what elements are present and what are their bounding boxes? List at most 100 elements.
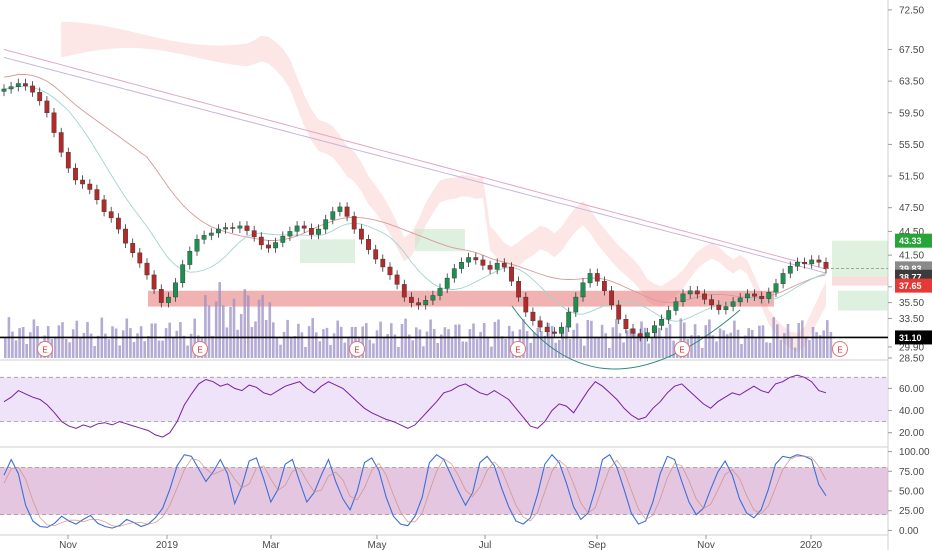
earnings-marker-label: E: [197, 346, 202, 355]
volume-bar: [182, 335, 186, 358]
volume-bar: [529, 342, 532, 358]
candle-body: [151, 274, 157, 290]
candle-body: [816, 259, 822, 263]
volume-bar: [615, 319, 618, 358]
candle-body: [487, 265, 493, 270]
candle-body: [366, 239, 371, 250]
candle-body: [637, 333, 643, 337]
candle-body: [787, 266, 793, 274]
earnings-marker: [674, 341, 690, 357]
candle-body: [37, 91, 43, 102]
candle-body: [165, 296, 171, 303]
candle-body: [344, 206, 350, 217]
price-axis-tick-label: 63.50: [899, 77, 924, 88]
earnings-marker-label: E: [679, 346, 684, 355]
price-axis-tick-label: 51.50: [899, 172, 924, 183]
stoch-k-line: [3, 453, 827, 529]
candle-body: [666, 310, 672, 320]
volume-bar: [725, 334, 729, 358]
volume-bar: [143, 341, 146, 358]
volume-bar: [347, 336, 350, 358]
candle-body: [423, 300, 429, 306]
earnings-marker-label: E: [515, 346, 520, 355]
candle-body: [544, 326, 550, 333]
volume-bar: [711, 335, 715, 358]
price-badge: [895, 233, 932, 248]
volume-bar: [329, 344, 332, 358]
candle-body: [130, 243, 136, 254]
stoch-axis-tick-label: 0.00: [899, 526, 919, 537]
volume-bar: [82, 332, 86, 358]
candle-body: [280, 235, 286, 243]
volume-bar: [482, 323, 486, 358]
stoch-band: [0, 467, 888, 515]
candle-body: [251, 230, 257, 238]
volume-bar: [111, 326, 114, 358]
volume-bar: [232, 298, 236, 358]
volume-bar: [307, 326, 311, 358]
price-axis-tick-label: 29.90: [899, 342, 924, 353]
volume-bar: [211, 335, 214, 358]
volume-bar: [490, 346, 493, 358]
volume-bar: [289, 336, 293, 358]
candle-body: [80, 179, 86, 185]
candle-body: [559, 326, 564, 334]
volume-bar: [693, 324, 697, 358]
cloud-green-patch: [415, 229, 465, 252]
candle-body: [573, 296, 579, 313]
volume-bar: [540, 331, 543, 358]
volume-bar: [579, 338, 582, 358]
volume-bar: [29, 332, 32, 358]
candle-body: [194, 239, 200, 252]
volume-bar: [647, 343, 650, 358]
candle-body: [466, 257, 471, 263]
volume-bar: [411, 340, 414, 358]
volume-bar: [179, 322, 182, 358]
volume-bar: [783, 333, 786, 358]
volume-bar: [132, 342, 136, 358]
cloud-green-patch: [300, 239, 355, 264]
candle-body: [752, 293, 757, 297]
ma-short-line: [3, 85, 827, 322]
volume-bar: [629, 328, 632, 358]
volume-bar: [293, 336, 297, 358]
candle-body: [58, 132, 64, 153]
candle-body: [351, 216, 357, 230]
volume-bar: [325, 327, 329, 358]
volume-bar: [225, 327, 229, 358]
volume-bar: [422, 346, 425, 358]
volume-bar: [57, 325, 61, 358]
volume-bar: [736, 329, 740, 358]
volume-bar: [243, 289, 247, 358]
volume-bar: [189, 333, 193, 358]
price-badge-label: 37.65: [899, 281, 922, 291]
x-axis-tick-label: Nov: [59, 540, 77, 550]
price-axis-tick-label: 72.50: [899, 5, 924, 16]
volume-bar: [397, 347, 400, 358]
candle-body: [359, 228, 364, 240]
volume-bar: [636, 334, 640, 358]
volume-bar: [254, 321, 257, 358]
volume-bar: [157, 340, 161, 358]
candle-body: [108, 211, 114, 219]
candle-body: [187, 250, 193, 265]
ma-long-line: [3, 49, 827, 270]
candle-body: [337, 206, 343, 212]
candle-body: [473, 257, 479, 261]
volume-bar: [407, 334, 411, 358]
candle-body: [137, 252, 143, 264]
candle-body: [580, 282, 586, 298]
volume-bar: [493, 321, 497, 358]
candle-body: [401, 284, 407, 298]
volume-bar: [593, 337, 597, 358]
price-axis-tick-label: 35.50: [899, 298, 924, 309]
earnings-marker-label: E: [354, 346, 359, 355]
volume-bar: [121, 330, 125, 358]
volume-bar: [168, 322, 171, 358]
volume-bar: [368, 339, 372, 358]
candle-body: [30, 85, 35, 93]
candle-body: [115, 217, 121, 230]
candle-body: [94, 189, 100, 201]
volume-bar: [826, 320, 829, 358]
candle-body: [144, 262, 150, 276]
